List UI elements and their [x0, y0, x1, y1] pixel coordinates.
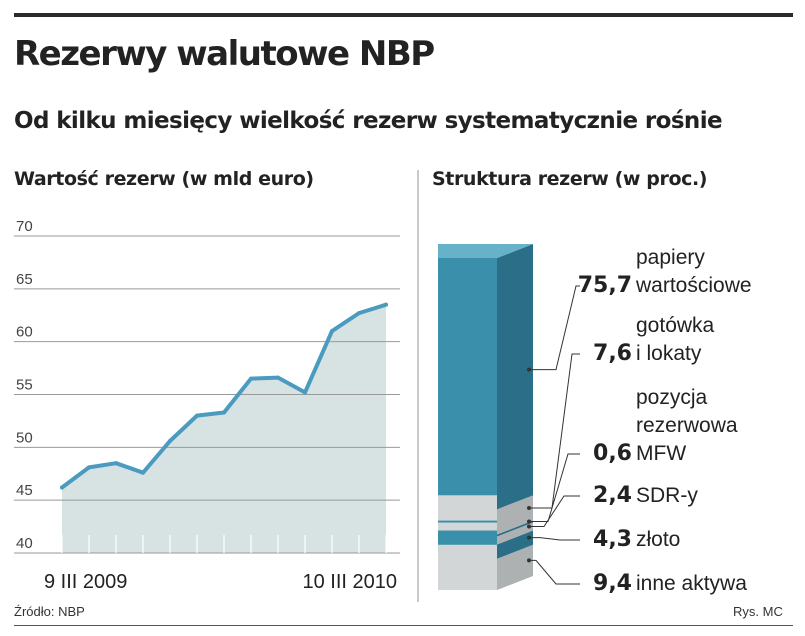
area-fill [62, 304, 386, 553]
leader-line [529, 285, 580, 371]
segment-name-line: i lokaty [636, 342, 702, 365]
segment-value-label: 2,4 [593, 483, 632, 508]
bar-top-face [438, 244, 533, 258]
segment-name-line: gotówka [636, 314, 715, 337]
y-tick-label: 70 [16, 218, 33, 235]
segment-value-label: 9,4 [593, 571, 632, 596]
bar-segment-front [438, 520, 497, 523]
leader-dot [527, 558, 531, 563]
bar-segment-front [438, 530, 497, 545]
leader-line [529, 353, 580, 509]
line-chart: 40 45 50 55 60 65 70 9 III 2009 10 III 2010 [14, 218, 400, 593]
leader-line [529, 453, 580, 523]
segment-name-label: gotówka i lokaty [636, 314, 715, 365]
segment-name-line: pozycja [636, 386, 708, 409]
bar-segment-front [438, 522, 497, 531]
data-point [357, 311, 361, 316]
y-tick-label: 60 [16, 324, 33, 341]
leader-line [529, 537, 580, 541]
credit-note: Rys. MC [733, 604, 783, 619]
segment-value-label: 75,7 [578, 273, 632, 298]
leader-line [529, 495, 580, 528]
bar-segment-side [497, 530, 533, 559]
structure-chart-title: Struktura rezerw (w proc.) [432, 168, 708, 190]
bar-segment-side [497, 520, 533, 537]
data-point [195, 413, 199, 418]
bar-segment-front [438, 544, 497, 576]
top-rule [14, 13, 793, 17]
bar-segment-front [438, 495, 497, 521]
segment-name-line: rezerwowa [636, 414, 738, 437]
segment-name-label: pozycja rezerwowa MFW [636, 386, 738, 465]
segment-name-line: papiery [636, 246, 705, 269]
bar-segment-side [497, 495, 533, 535]
y-tick-label: 40 [16, 535, 33, 552]
source-note: Źródło: NBP [14, 604, 85, 619]
data-point [384, 302, 388, 307]
x-start-label: 9 III 2009 [44, 571, 127, 593]
segment-name-label: papiery wartościowe [635, 246, 752, 297]
line-chart-title: Wartość rezerw (w mld euro) [14, 168, 314, 190]
segment-value-label: 4,3 [593, 527, 632, 552]
leader-dot [527, 519, 531, 524]
segment-value-label: 7,6 [593, 341, 632, 366]
y-tick-label: 55 [16, 377, 33, 394]
bar-segment-side [497, 244, 533, 510]
leader-line [529, 559, 580, 585]
leader-dot [527, 535, 531, 540]
y-tick-label: 45 [16, 482, 33, 499]
data-point [222, 410, 226, 415]
page-title: Rezerwy walutowe NBP [14, 34, 435, 74]
data-point [249, 376, 253, 381]
data-point [60, 485, 64, 490]
data-point [168, 438, 172, 443]
bar-segment-front [438, 244, 497, 496]
bar-segment-side [497, 544, 533, 590]
page-subtitle: Od kilku miesięcy wielkość rezerw system… [14, 108, 723, 134]
data-point [141, 470, 145, 475]
data-point [114, 461, 118, 466]
segment-name-line: MFW [636, 442, 686, 465]
y-tick-label: 65 [16, 271, 33, 288]
bottom-rule [14, 625, 793, 626]
x-end-label: 10 III 2010 [302, 571, 397, 593]
leader-dot [527, 524, 531, 529]
leader-dot [527, 505, 531, 510]
segment-value-label: 0,6 [593, 441, 632, 466]
panel-divider [417, 170, 419, 602]
segment-name-label: SDR-y [636, 484, 698, 507]
data-point [276, 375, 280, 380]
segment-name-label: złoto [636, 528, 680, 551]
data-point [87, 465, 91, 470]
segment-name-line: wartościowe [635, 274, 752, 297]
bar-bottom-face [438, 576, 497, 590]
data-point [303, 390, 307, 395]
segment-name-label: inne aktywa [636, 572, 747, 595]
y-tick-label: 50 [16, 429, 33, 446]
leader-dot [527, 367, 531, 372]
data-point [330, 329, 334, 334]
bar-segment-side [497, 522, 533, 545]
